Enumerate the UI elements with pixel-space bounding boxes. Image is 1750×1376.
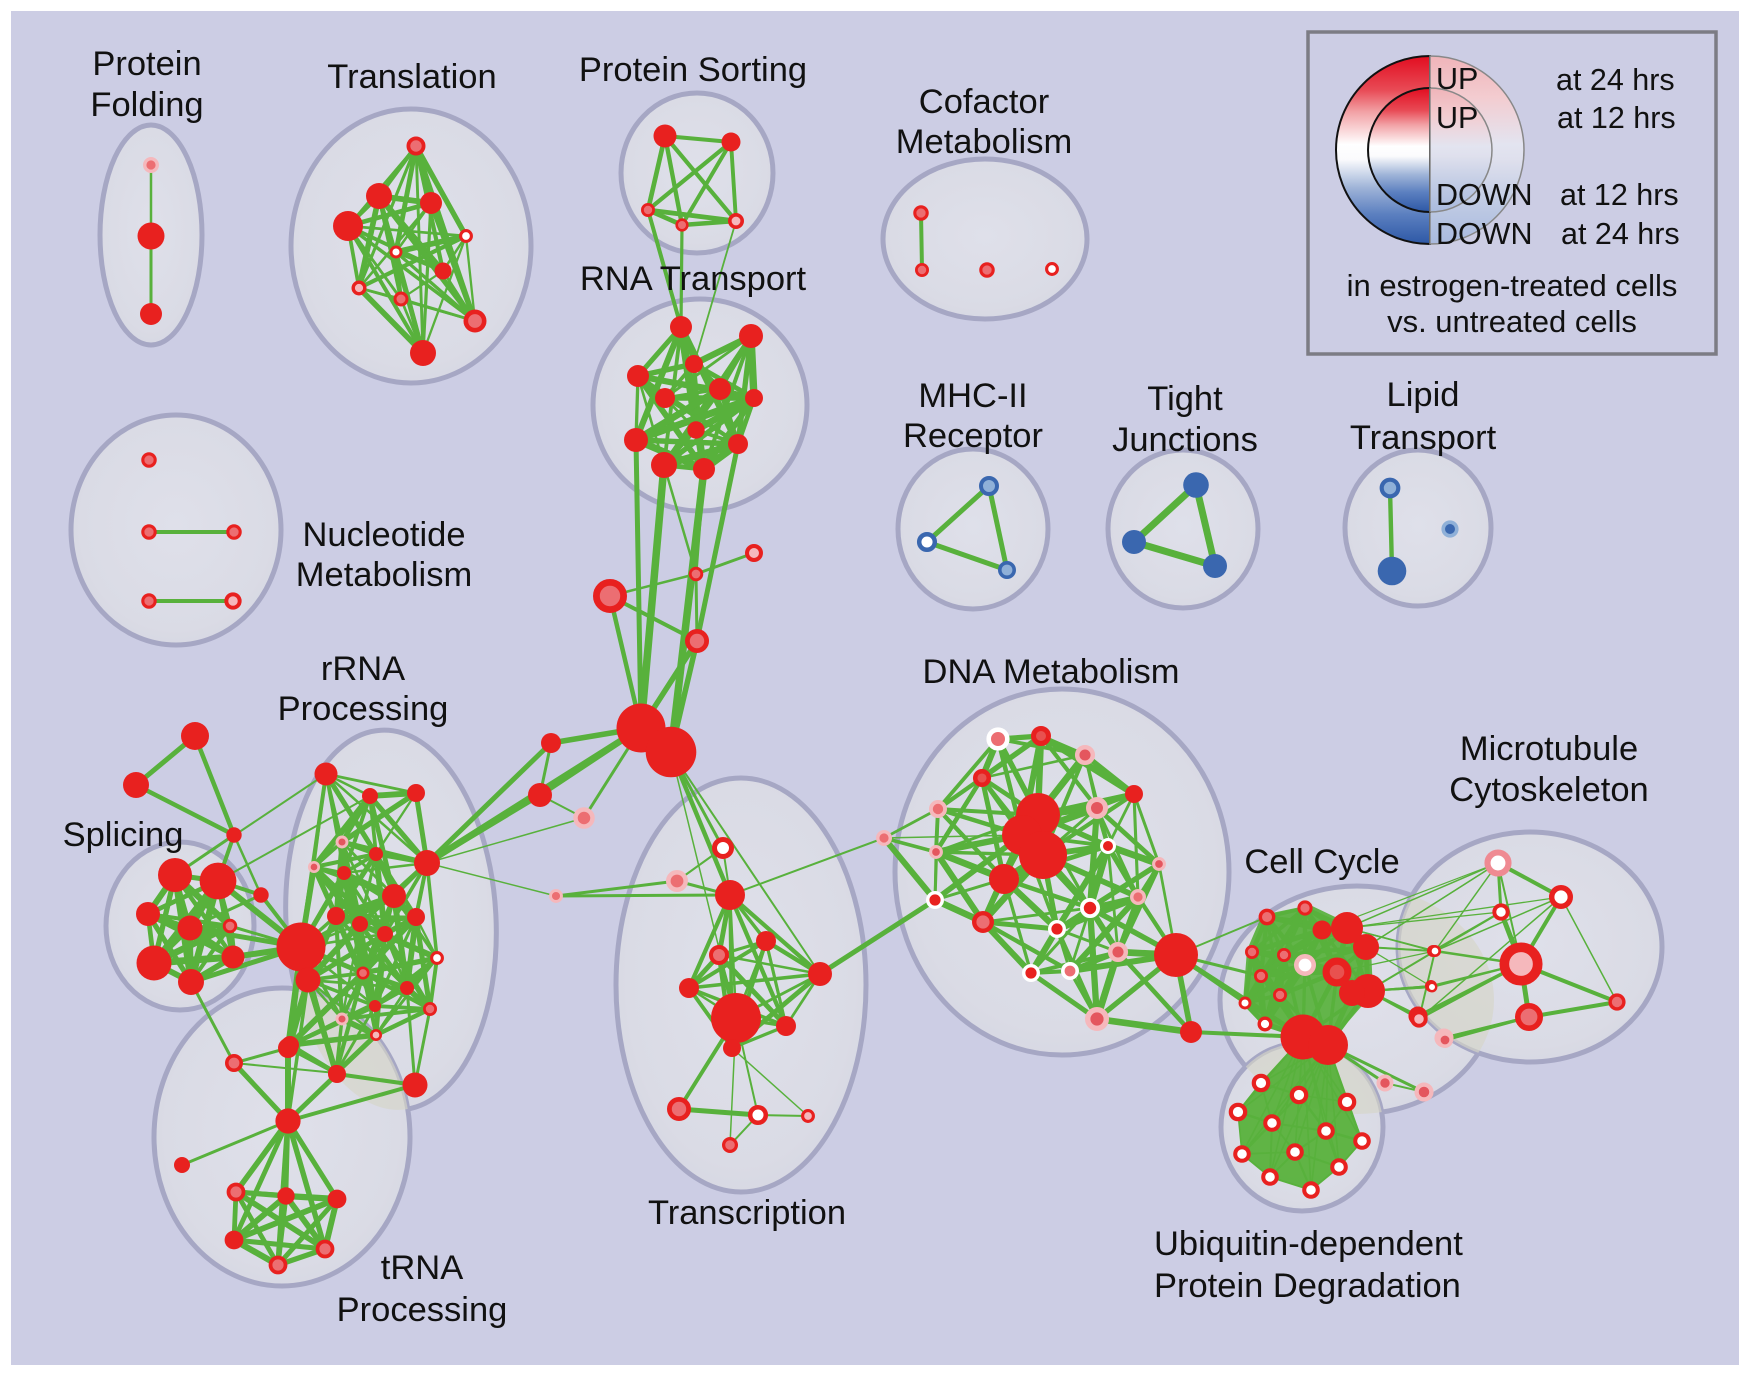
- svg-text:MHC-II: MHC-II: [918, 377, 1027, 415]
- svg-text:Splicing: Splicing: [63, 816, 184, 854]
- svg-text:Transcription: Transcription: [648, 1194, 846, 1232]
- svg-text:RNA Transport: RNA Transport: [580, 260, 807, 298]
- svg-text:DOWN: DOWN: [1436, 217, 1533, 251]
- svg-text:Receptor: Receptor: [903, 417, 1043, 455]
- svg-text:Processing: Processing: [337, 1291, 508, 1329]
- svg-text:in estrogen-treated cells: in estrogen-treated cells: [1347, 268, 1678, 303]
- svg-text:Ubiquitin-dependent: Ubiquitin-dependent: [1154, 1225, 1463, 1263]
- svg-text:at 12 hrs: at 12 hrs: [1557, 101, 1676, 135]
- svg-text:Protein Sorting: Protein Sorting: [579, 51, 807, 89]
- svg-text:Tight: Tight: [1147, 380, 1223, 418]
- svg-text:Cell Cycle: Cell Cycle: [1244, 843, 1399, 881]
- svg-text:UP: UP: [1436, 62, 1478, 96]
- svg-text:at 12 hrs: at 12 hrs: [1560, 178, 1679, 212]
- svg-text:Microtubule: Microtubule: [1460, 730, 1638, 768]
- svg-text:DNA Metabolism: DNA Metabolism: [923, 653, 1180, 691]
- svg-text:at 24 hrs: at 24 hrs: [1556, 63, 1675, 97]
- svg-text:Metabolism: Metabolism: [896, 123, 1072, 161]
- svg-text:DOWN: DOWN: [1436, 178, 1533, 212]
- svg-text:Folding: Folding: [90, 86, 203, 124]
- svg-text:Nucleotide: Nucleotide: [302, 516, 465, 554]
- svg-text:Translation: Translation: [327, 58, 496, 96]
- svg-text:Cytoskeleton: Cytoskeleton: [1449, 771, 1648, 809]
- svg-text:UP: UP: [1436, 101, 1478, 135]
- svg-text:Transport: Transport: [1350, 419, 1497, 457]
- svg-text:tRNA: tRNA: [381, 1249, 463, 1287]
- svg-text:Protein: Protein: [92, 45, 201, 83]
- svg-text:Junctions: Junctions: [1112, 421, 1258, 459]
- svg-text:vs. untreated cells: vs. untreated cells: [1387, 304, 1637, 339]
- svg-text:Lipid: Lipid: [1387, 376, 1460, 414]
- svg-text:at 24 hrs: at 24 hrs: [1561, 217, 1680, 251]
- svg-text:Metabolism: Metabolism: [296, 556, 472, 594]
- svg-text:Protein Degradation: Protein Degradation: [1154, 1267, 1461, 1305]
- svg-text:Cofactor: Cofactor: [919, 83, 1049, 121]
- svg-text:rRNA: rRNA: [321, 650, 405, 688]
- svg-text:Processing: Processing: [278, 690, 449, 728]
